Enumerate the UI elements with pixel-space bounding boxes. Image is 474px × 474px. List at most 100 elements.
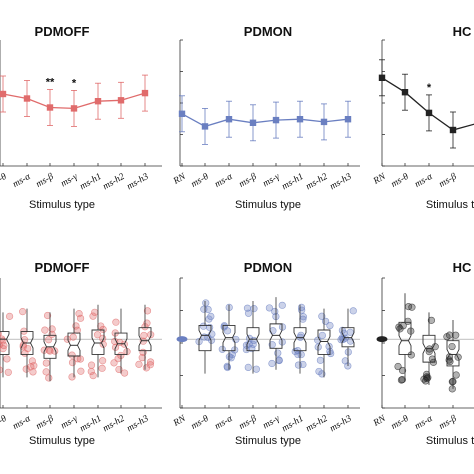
data-point [394, 362, 402, 371]
data-point [327, 349, 335, 358]
data-point [223, 327, 232, 335]
series-line [181, 113, 349, 128]
data-point [404, 317, 412, 325]
box [91, 329, 105, 355]
x-tick-label: RN [171, 172, 188, 188]
data-point [268, 359, 276, 368]
x-tick-label: ms-β [35, 172, 56, 190]
x-axis-label: Stimulus type [29, 199, 95, 211]
data-point [120, 369, 129, 377]
data-point [110, 359, 118, 367]
data-point [318, 312, 326, 320]
x-tick-label: ms-h1 [280, 172, 305, 192]
data-point [452, 331, 460, 339]
x-tick-label: RN [171, 414, 188, 430]
data-point [318, 370, 326, 378]
x-tick-label: ms-β [35, 414, 56, 432]
x-axis-label: Stimulus t [426, 435, 474, 447]
data-point [70, 105, 78, 112]
data-point [138, 354, 146, 362]
data-point [4, 368, 12, 376]
data-point [93, 331, 102, 339]
box [138, 327, 152, 352]
data-point [396, 325, 404, 333]
data-point [349, 307, 357, 315]
data-point [250, 305, 258, 313]
x-tick-label: ms-θ [190, 172, 211, 190]
data-point [244, 363, 252, 372]
box [114, 332, 128, 355]
data-point [275, 356, 283, 364]
data-point [204, 305, 212, 314]
data-point [449, 126, 457, 134]
data-point [252, 365, 260, 373]
panel-box-0: PDMOFF Stimulus type ms-θ ms-α ms-β ms-γms-h1… [0, 260, 162, 447]
panel-mean-0: PDMOFF Stimulus type ms-θ ms-α ms-β ms-γms-h1… [0, 24, 162, 211]
box [422, 334, 436, 363]
x-tick-label: ms-θ [390, 414, 411, 432]
data-point [29, 368, 37, 376]
x-tick-label: ms-β [438, 172, 459, 190]
data-point [146, 358, 155, 366]
data-point [75, 310, 83, 318]
x-tick-label: ms-α [213, 171, 235, 190]
x-tick-label: ms-h1 [78, 172, 103, 192]
significance-marker: * [72, 77, 77, 89]
data-point [143, 307, 152, 315]
data-point [422, 373, 431, 381]
box [341, 327, 355, 348]
data-point [443, 333, 451, 341]
x-axis-label: Stimulus type [235, 199, 301, 211]
panel-title: PDMON [244, 260, 292, 275]
x-tick-label: ms-h1 [280, 414, 305, 434]
data-point [45, 346, 53, 354]
data-point [398, 366, 407, 375]
data-point [448, 378, 456, 386]
data-point [448, 385, 456, 393]
x-tick-label: ms-h1 [78, 414, 103, 434]
box [446, 340, 460, 367]
data-point [397, 376, 406, 384]
data-point [225, 116, 233, 123]
x-tick-label: ms-α [11, 171, 33, 190]
data-point [99, 357, 107, 365]
data-point [401, 89, 409, 96]
data-point [46, 104, 54, 111]
data-point [48, 325, 56, 333]
x-tick-label: ms-θ [190, 414, 211, 432]
data-point [48, 330, 56, 338]
x-tick-label: RN [371, 414, 388, 430]
data-point [73, 326, 81, 334]
data-point [0, 337, 7, 345]
data-point [178, 110, 186, 117]
data-point [378, 74, 386, 81]
x-tick-label: ms-h3 [328, 414, 353, 434]
panel-box-2: HC Stimulus t RN ms-θ ms-α ms-β [371, 260, 474, 447]
box [43, 334, 57, 359]
x-tick-label: ms-β [438, 414, 459, 432]
data-point [404, 303, 413, 311]
data-point [425, 109, 433, 117]
data-point [77, 367, 85, 375]
data-point [205, 315, 213, 323]
x-tick-label: RN [371, 172, 388, 188]
data-point [201, 123, 209, 130]
data-point [69, 333, 77, 341]
data-point [272, 116, 280, 124]
x-tick-label: ms-h2 [101, 414, 126, 434]
rn-points [176, 336, 188, 343]
x-tick-label: ms-γ [59, 414, 79, 432]
data-point [242, 341, 251, 349]
significance-marker: * [427, 82, 432, 94]
data-point [218, 345, 226, 353]
data-point [249, 119, 257, 126]
data-point [452, 371, 460, 379]
data-point [98, 364, 106, 372]
box [222, 324, 236, 352]
data-point [326, 321, 334, 330]
data-point [223, 363, 232, 372]
data-point [318, 331, 326, 340]
box [0, 331, 10, 355]
